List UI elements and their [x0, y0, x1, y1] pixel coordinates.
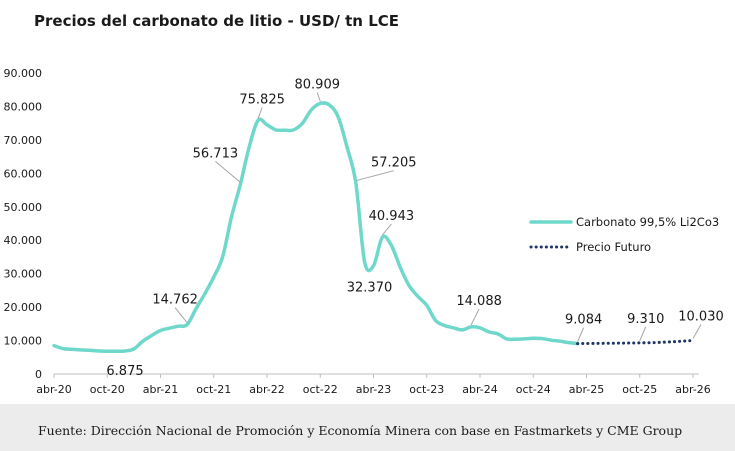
- y-tick-label: 10.000: [4, 335, 43, 348]
- x-tick-label: abr-20: [36, 383, 72, 396]
- y-tick-label: 70.000: [4, 134, 43, 147]
- data-label: 80.909: [295, 77, 341, 92]
- legend-label: Carbonato 99,5% Li2Co3: [576, 215, 719, 229]
- data-label-leader: [577, 327, 585, 342]
- y-tick-label: 20.000: [4, 301, 43, 314]
- legend-label: Precio Futuro: [576, 240, 651, 254]
- y-tick-label: 80.000: [4, 100, 43, 113]
- data-label: 14.762: [152, 293, 198, 308]
- x-tick-label: abr-26: [675, 383, 711, 396]
- lithium-carbonate-price-chart: 0 10.000 20.000 30.000 40.000 50.000 60.000 70.…: [4, 67, 724, 396]
- data-label-leader: [215, 160, 241, 183]
- data-label: 56.713: [193, 146, 239, 161]
- y-tick-label: 90.000: [4, 67, 43, 80]
- data-label: 14.088: [456, 294, 502, 309]
- data-label: 10.030: [678, 309, 724, 324]
- data-label: 9.310: [627, 312, 664, 327]
- x-tick-label: oct-20: [90, 383, 125, 396]
- data-label-leader: [692, 324, 702, 339]
- y-tick-label: 0: [35, 368, 42, 381]
- y-tick-label: 30.000: [4, 268, 43, 281]
- source-text: Fuente: Dirección Nacional de Promoción …: [38, 423, 683, 438]
- legend: Carbonato 99,5% Li2Co3 Precio Futuro: [529, 215, 719, 254]
- x-tick-label: oct-25: [622, 383, 657, 396]
- source-footer: Fuente: Dirección Nacional de Promoción …: [0, 404, 735, 451]
- x-tick-label: abr-21: [143, 383, 179, 396]
- data-label: 40.943: [369, 209, 415, 224]
- x-tick-label: oct-23: [409, 383, 444, 396]
- y-tick-label: 50.000: [4, 201, 43, 214]
- data-label-leader: [355, 170, 394, 182]
- series-line-carbonato: [52, 101, 580, 354]
- chart-title: Precios del carbonato de litio - USD/ tn…: [34, 12, 400, 30]
- data-label: 6.875: [106, 364, 143, 379]
- data-label-leader: [174, 307, 188, 323]
- series-line-precio-futuro: [576, 339, 695, 346]
- data-label: 9.084: [565, 313, 602, 328]
- data-label-leader: [257, 107, 263, 119]
- annotation-layer: 6.875 14.762 56.713 75.825 80.909 57.205 40.94…: [106, 77, 723, 379]
- x-tick-label: abr-24: [462, 383, 498, 396]
- x-tick-label: oct-22: [303, 383, 338, 396]
- y-tick-label: 40.000: [4, 234, 43, 247]
- data-label-leader: [316, 92, 321, 102]
- x-tick-label: abr-22: [249, 383, 285, 396]
- data-label-leader: [639, 326, 647, 342]
- x-tick-label: oct-24: [516, 383, 551, 396]
- x-axis: abr-20 oct-20 abr-21 oct-21 abr-22 oct-22 abr-…: [36, 373, 711, 396]
- data-label: 75.825: [239, 92, 285, 107]
- y-axis: 0 10.000 20.000 30.000 40.000 50.000 60.000 70.…: [4, 67, 43, 381]
- data-label: 57.205: [371, 156, 417, 171]
- y-tick-label: 60.000: [4, 167, 43, 180]
- data-label-leader: [381, 223, 392, 236]
- series-layer: [52, 101, 695, 354]
- data-label: 32.370: [347, 281, 393, 296]
- data-label-leader: [470, 308, 480, 326]
- x-tick-label: abr-23: [356, 383, 392, 396]
- x-tick-label: abr-25: [569, 383, 605, 396]
- x-tick-label: oct-21: [196, 383, 231, 396]
